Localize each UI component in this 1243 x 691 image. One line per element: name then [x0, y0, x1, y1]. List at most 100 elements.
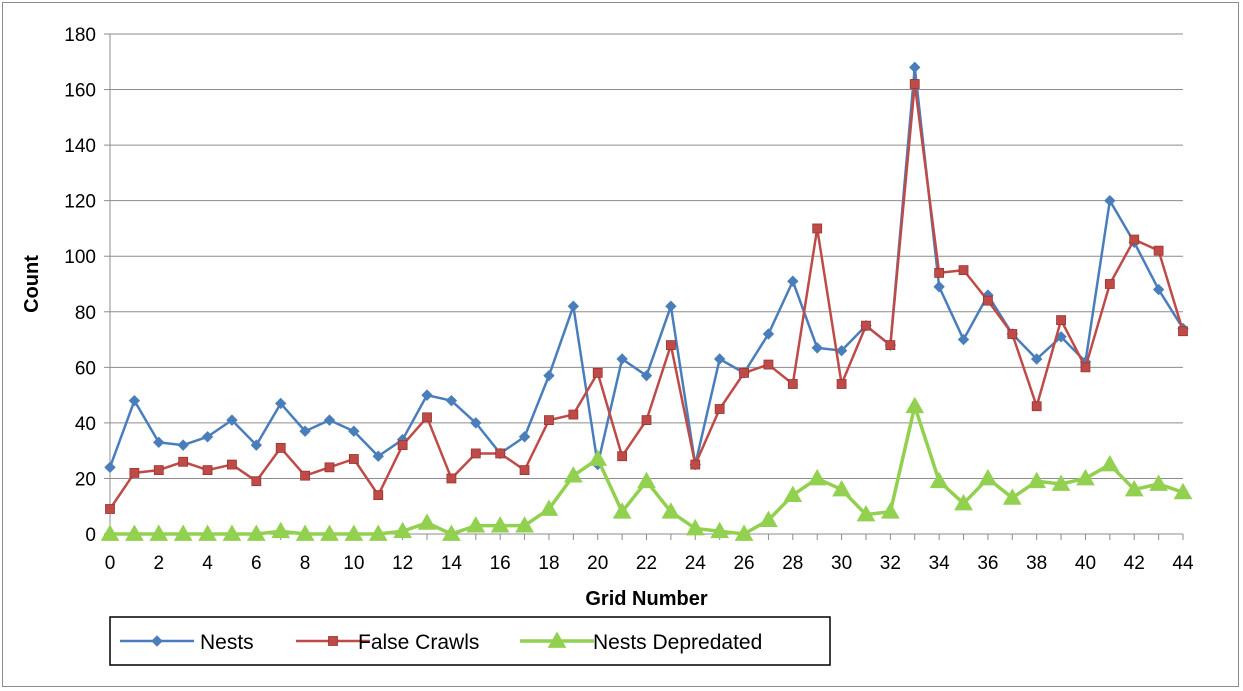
x-tick-label: 6 — [251, 553, 262, 574]
data-point — [885, 340, 896, 351]
x-axis-title: Grid Number — [585, 588, 707, 610]
data-point — [295, 524, 315, 541]
y-tick-label: 160 — [64, 81, 96, 102]
data-point — [299, 425, 311, 437]
data-point — [640, 369, 653, 382]
data-point — [1030, 353, 1043, 365]
x-tick-label: 26 — [733, 553, 754, 574]
data-point — [713, 353, 726, 365]
data-point — [128, 394, 141, 407]
legend: Nests False Crawls Nests Depredated — [109, 616, 831, 666]
data-point — [812, 223, 823, 234]
data-point — [201, 431, 214, 443]
data-point — [446, 473, 457, 484]
data-point — [539, 499, 559, 516]
x-tick-label: 28 — [782, 553, 803, 574]
data-point — [934, 267, 945, 278]
data-point — [1173, 482, 1193, 500]
data-point — [641, 415, 652, 426]
data-point — [320, 524, 339, 541]
data-point — [1076, 468, 1095, 486]
axes — [104, 33, 1184, 540]
y-tick-label: 0 — [85, 525, 96, 546]
data-point — [519, 465, 530, 476]
data-point — [1031, 401, 1042, 412]
x-tick-label: 0 — [105, 553, 116, 574]
legend-box — [109, 616, 831, 666]
data-point — [153, 436, 165, 449]
data-point — [1149, 474, 1168, 491]
data-point — [665, 340, 676, 351]
data-point — [368, 524, 388, 541]
data-point — [909, 61, 921, 74]
data-point — [251, 476, 262, 487]
data-point — [348, 425, 360, 437]
y-tick-label: 180 — [64, 25, 96, 46]
y-tick-label: 100 — [64, 247, 96, 268]
data-point — [612, 502, 632, 519]
data-point — [637, 471, 656, 489]
data-point — [567, 300, 580, 312]
data-point — [490, 516, 510, 533]
data-point — [442, 524, 461, 541]
data-point — [714, 404, 725, 414]
x-tick-label: 10 — [343, 553, 364, 574]
x-tick-label: 36 — [977, 553, 998, 574]
data-point — [495, 448, 506, 459]
x-tick-label: 30 — [831, 553, 852, 574]
x-tick-label: 4 — [202, 553, 213, 574]
data-point — [222, 524, 242, 541]
data-point — [373, 490, 384, 501]
data-point — [344, 524, 364, 541]
data-point — [250, 439, 263, 451]
y-tick-label: 120 — [64, 192, 96, 213]
data-point — [153, 465, 164, 476]
legend-label: Nests — [200, 631, 254, 654]
series-nests — [104, 61, 1189, 474]
data-point — [1104, 279, 1115, 289]
data-point — [1007, 329, 1018, 339]
x-tick-label: 12 — [392, 553, 413, 574]
legend-label: Nests Depredated — [593, 631, 762, 654]
x-tick-label: 34 — [929, 553, 951, 574]
data-point — [271, 521, 291, 539]
legend-label: False Crawls — [358, 631, 479, 654]
data-point — [685, 518, 705, 536]
data-point — [957, 333, 970, 346]
data-point — [1051, 474, 1071, 491]
data-point — [372, 450, 384, 462]
legend-swatch-marker — [328, 636, 338, 646]
data-point — [1100, 455, 1120, 472]
y-tick-label: 40 — [75, 414, 96, 435]
data-point — [422, 412, 432, 423]
series-group — [100, 61, 1193, 541]
data-point — [129, 467, 140, 478]
x-tick-label: 22 — [636, 553, 657, 574]
data-point — [397, 440, 408, 451]
data-point — [762, 328, 775, 340]
x-tick-label: 42 — [1124, 553, 1145, 574]
data-point — [1104, 194, 1116, 207]
x-tick-label: 44 — [1172, 553, 1194, 574]
data-point — [518, 431, 531, 443]
data-point — [739, 367, 749, 378]
data-point — [563, 466, 583, 483]
data-point — [909, 79, 920, 89]
data-point — [417, 513, 437, 530]
data-point — [470, 417, 482, 429]
legend-entry: Nests — [120, 631, 254, 654]
data-point — [1153, 245, 1164, 256]
y-tick-label: 60 — [75, 358, 96, 379]
data-point — [149, 524, 169, 541]
series-line — [110, 404, 1184, 536]
series-line — [108, 66, 1185, 468]
data-point — [665, 300, 677, 312]
data-point — [763, 359, 774, 370]
data-point — [177, 439, 189, 451]
y-tick-label: 20 — [75, 469, 96, 490]
data-point — [978, 468, 998, 486]
data-point — [543, 369, 555, 382]
data-point — [929, 471, 949, 489]
